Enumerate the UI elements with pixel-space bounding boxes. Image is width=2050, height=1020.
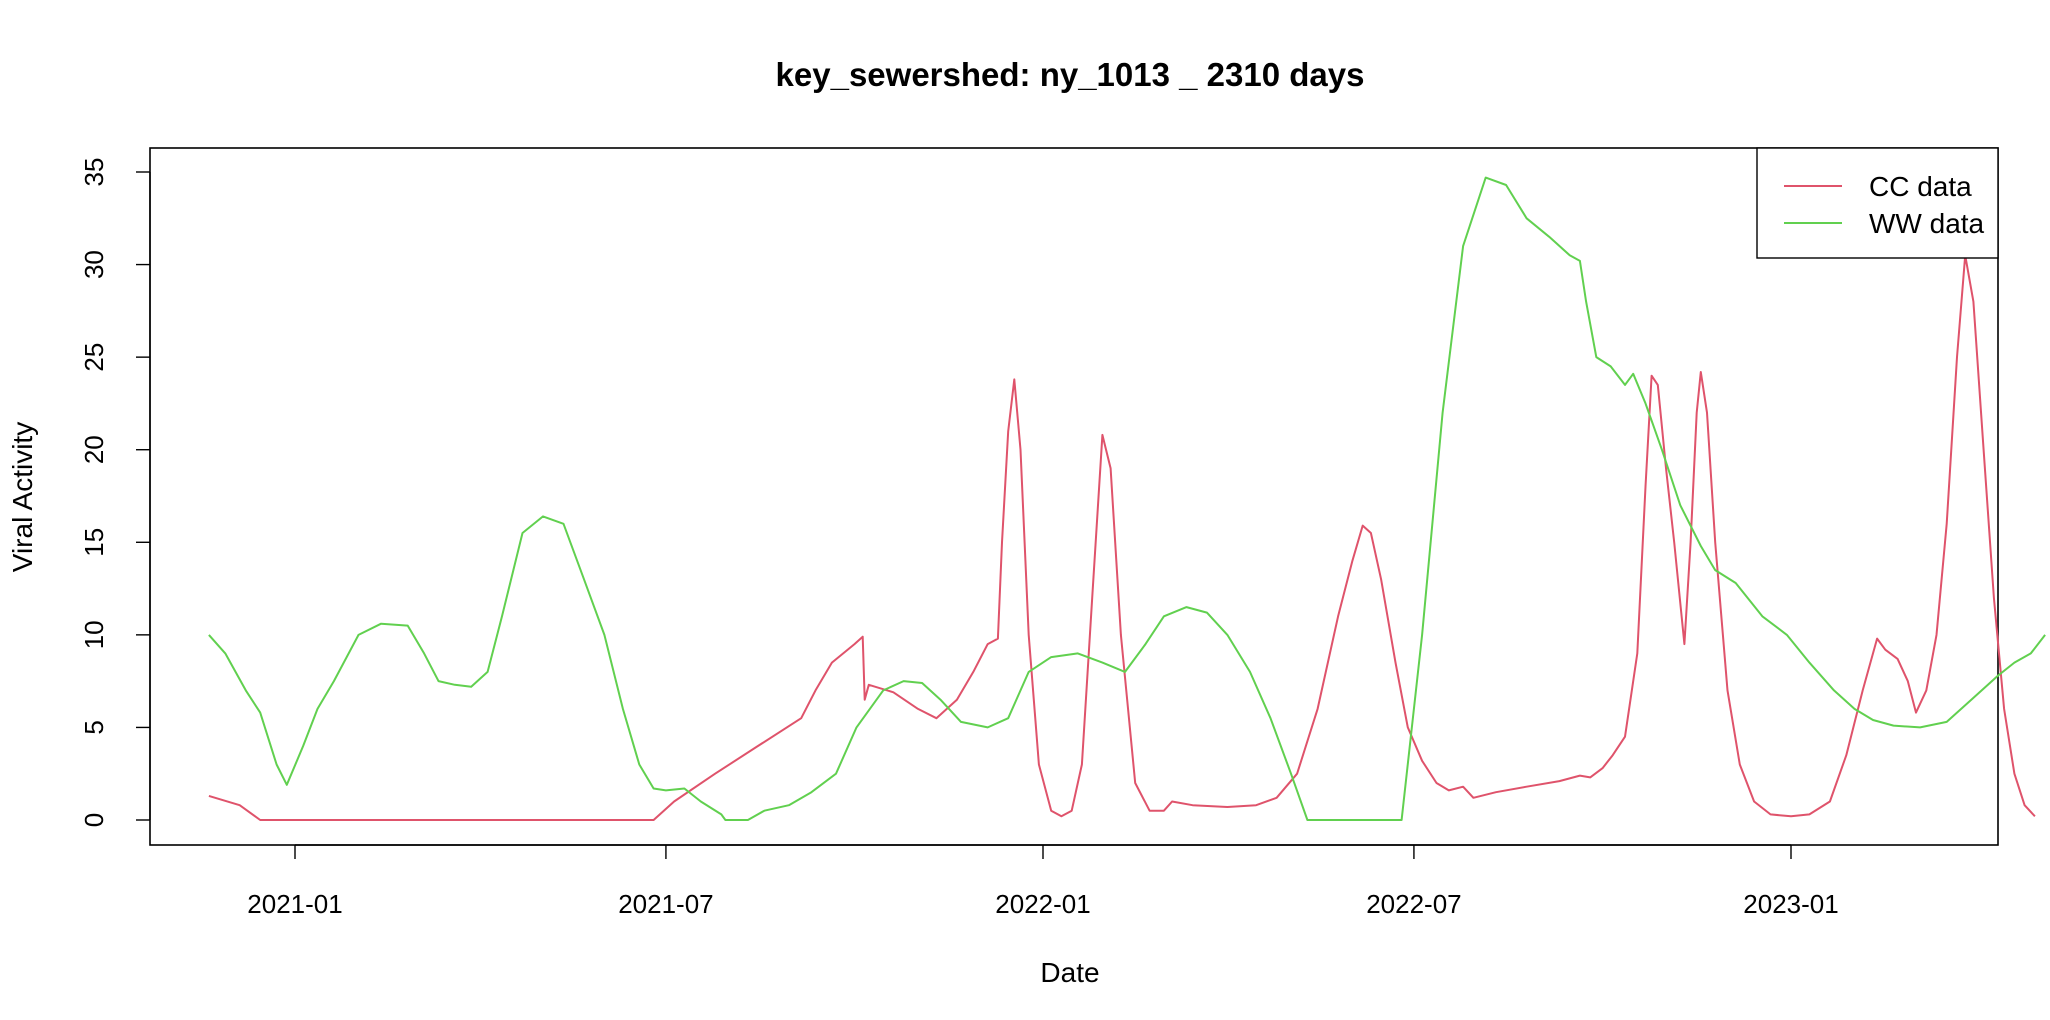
y-axis-label: Viral Activity bbox=[7, 422, 38, 572]
x-axis-ticks: 2021-01 2021-07 2022-01 2022-07 2023-01 bbox=[247, 844, 1839, 919]
x-tick-label: 2022-01 bbox=[995, 889, 1090, 919]
y-tick-label: 0 bbox=[79, 813, 109, 827]
series-line-ww-data bbox=[208, 176, 2046, 821]
y-tick-label: 5 bbox=[79, 720, 109, 734]
chart-title: key_sewershed: ny_1013 _ 2310 days bbox=[776, 56, 1365, 93]
y-tick-label: 15 bbox=[79, 528, 109, 557]
x-tick-label: 2023-01 bbox=[1743, 889, 1838, 919]
series-line-cc-data bbox=[208, 254, 2036, 821]
x-tick-label: 2021-01 bbox=[247, 889, 342, 919]
legend-label: WW data bbox=[1869, 208, 1985, 239]
y-tick-label: 10 bbox=[79, 620, 109, 649]
series-layer bbox=[208, 176, 2046, 821]
legend-label: CC data bbox=[1869, 171, 1972, 202]
y-tick-label: 30 bbox=[79, 250, 109, 279]
y-tick-label: 35 bbox=[79, 158, 109, 187]
y-tick-label: 25 bbox=[79, 343, 109, 372]
plot-frame bbox=[149, 147, 1999, 846]
legend: CC data WW data bbox=[1756, 147, 1999, 259]
x-axis-label: Date bbox=[1040, 957, 1099, 988]
x-tick-label: 2021-07 bbox=[618, 889, 713, 919]
y-tick-label: 20 bbox=[79, 435, 109, 464]
legend-box bbox=[1756, 147, 1999, 259]
x-tick-label: 2022-07 bbox=[1366, 889, 1461, 919]
y-axis-ticks: 0 5 10 15 20 25 30 35 bbox=[79, 158, 151, 827]
